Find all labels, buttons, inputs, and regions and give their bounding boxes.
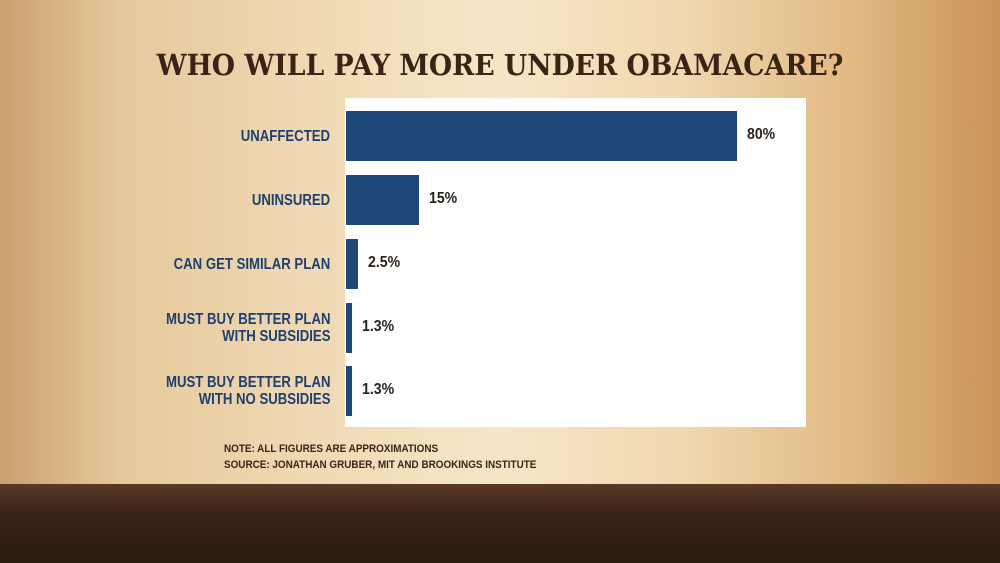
category-label: MUST BUY BETTER PLAN WITH NO SUBSIDIES xyxy=(166,374,330,408)
category-label-line: MUST BUY BETTER PLAN xyxy=(165,311,330,328)
category-label-line: UNINSURED xyxy=(251,191,330,209)
source-text: SOURCE: JONATHAN GRUBER, MIT AND BROOKIN… xyxy=(224,459,537,471)
category-label: MUST BUY BETTER PLAN WITH SUBSIDIES xyxy=(166,311,330,345)
note-text: NOTE: ALL FIGURES ARE APPROXIMATIONS xyxy=(224,443,439,455)
data-label: 15% xyxy=(429,190,458,207)
floor-band xyxy=(0,484,1000,563)
data-label: 1.3% xyxy=(362,381,395,398)
category-label-line: CAN GET SIMILAR PLAN xyxy=(173,255,330,273)
bar-4 xyxy=(346,366,353,416)
bar-0 xyxy=(346,111,737,161)
data-label: 2.5% xyxy=(368,254,401,271)
bar-1 xyxy=(346,175,420,225)
data-label: 1.3% xyxy=(362,318,395,335)
category-label-line: WITH SUBSIDIES xyxy=(221,328,330,345)
category-label: CAN GET SIMILAR PLAN xyxy=(173,256,330,273)
category-label-line: UNAFFECTED xyxy=(240,127,330,145)
category-label-line: WITH NO SUBSIDIES xyxy=(198,391,330,408)
data-label: 80% xyxy=(747,126,776,143)
category-label-line: MUST BUY BETTER PLAN xyxy=(165,374,330,391)
bar-3 xyxy=(346,303,353,353)
category-label: UNAFFECTED xyxy=(241,128,330,145)
chart-title: WHO WILL PAY MORE UNDER OBAMACARE? xyxy=(156,48,844,82)
bar-2 xyxy=(346,239,359,289)
category-label: UNINSURED xyxy=(252,192,330,209)
